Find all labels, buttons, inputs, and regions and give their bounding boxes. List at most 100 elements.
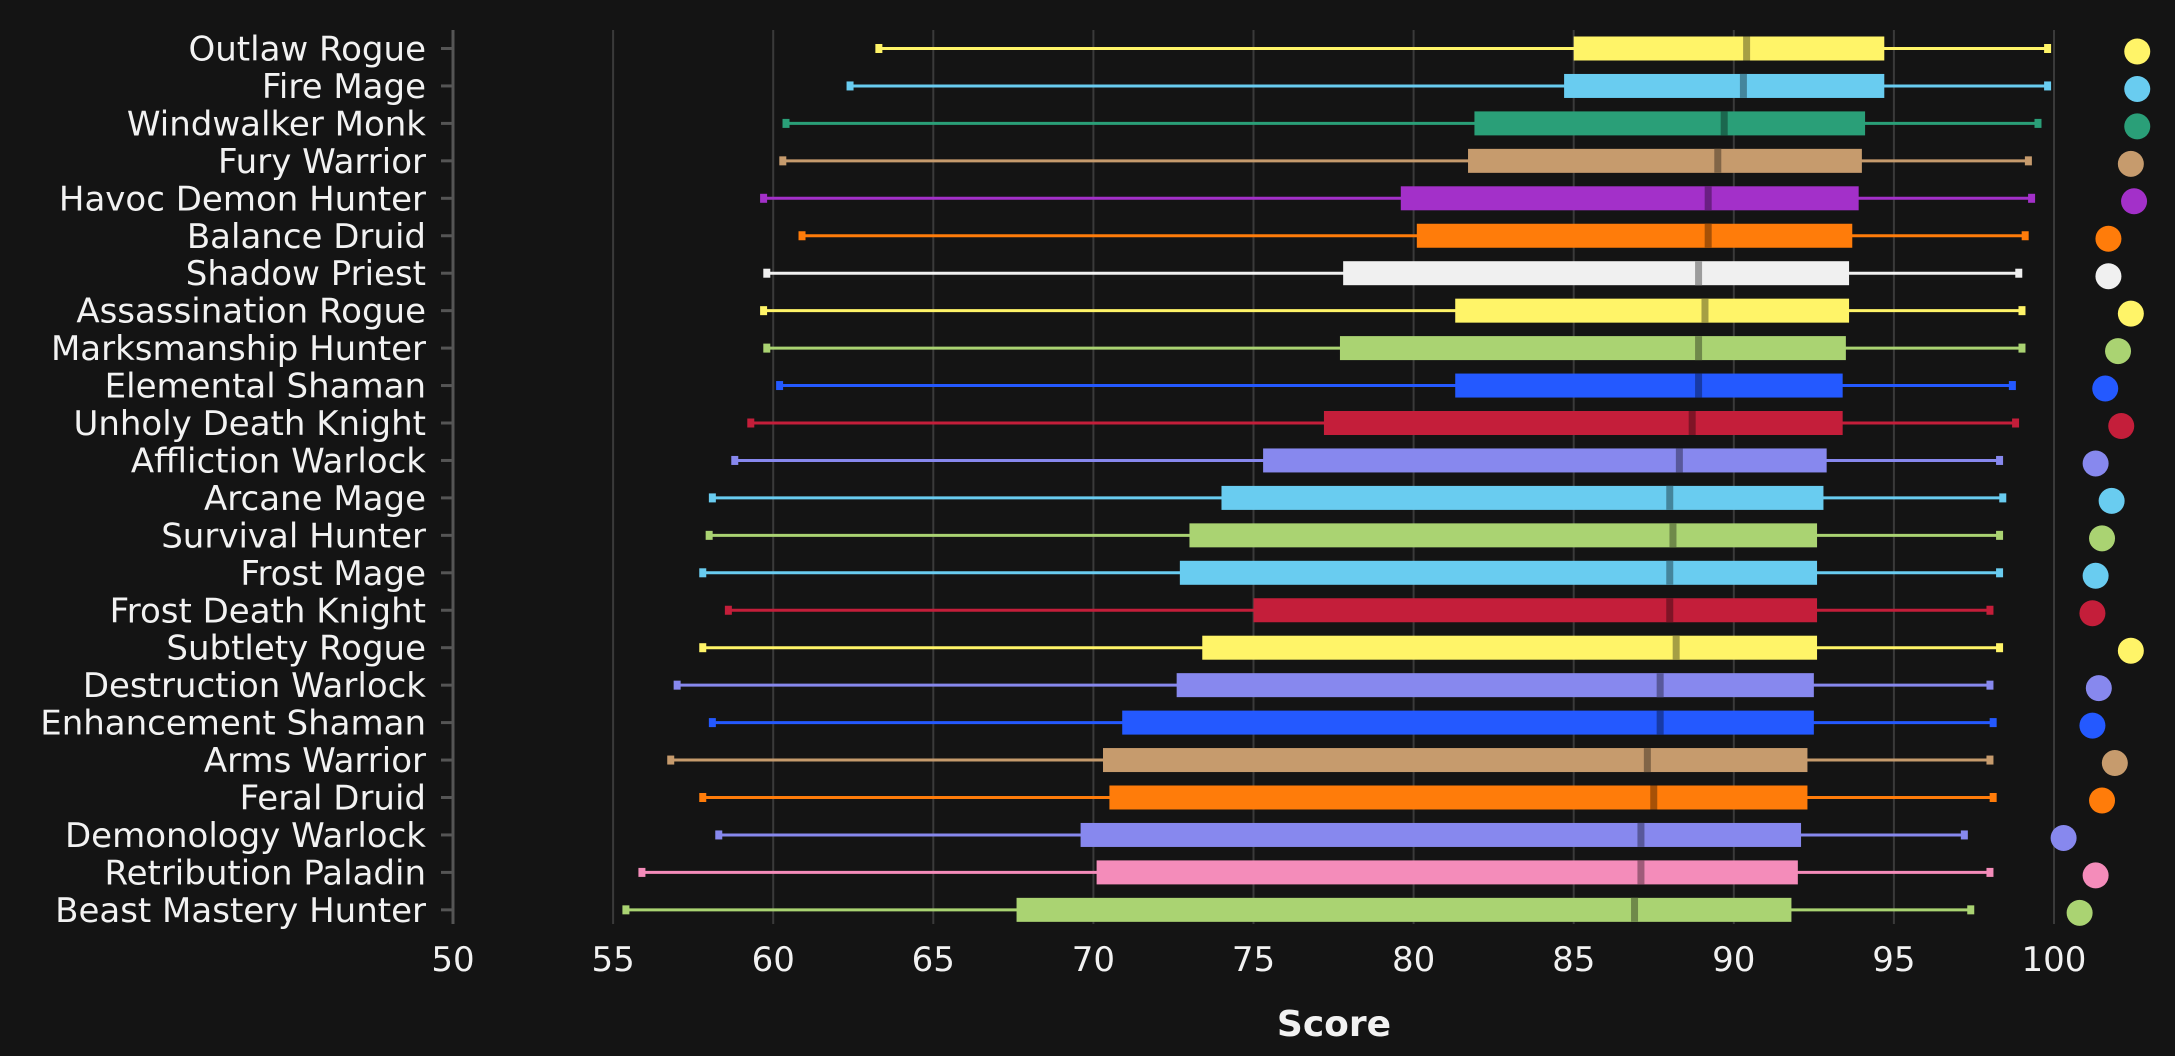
iqr-box <box>1564 73 1885 98</box>
median-marker <box>1643 748 1651 773</box>
whisker-min-cap <box>638 867 646 877</box>
category-label: Fury Warrior <box>218 142 426 182</box>
x-tick-label: 55 <box>591 940 634 980</box>
whisker-max-cap <box>2044 81 2052 91</box>
box-row <box>708 710 2106 739</box>
iqr-box <box>1400 186 1859 211</box>
whisker-max-cap <box>1967 905 1975 915</box>
iqr-box <box>1202 635 1818 660</box>
whisker-max-cap <box>2021 231 2029 241</box>
category-label: Windwalker Monk <box>127 104 426 144</box>
score-dot <box>2079 712 2106 739</box>
score-dot <box>2089 525 2116 552</box>
whisker-max-cap <box>1960 830 1968 840</box>
median-marker <box>1666 485 1674 510</box>
iqr-box <box>1122 710 1814 735</box>
score-dot <box>2124 38 2151 65</box>
iqr-box <box>1323 411 1843 435</box>
x-tick-label: 85 <box>1552 940 1595 980</box>
whisker-max-cap <box>1986 867 1994 877</box>
whisker-max-cap <box>1996 530 2004 540</box>
whisker-min-cap <box>708 718 716 728</box>
category-label: Havoc Demon Hunter <box>59 179 426 219</box>
whisker-min-cap <box>673 680 681 690</box>
median-marker <box>1743 36 1751 61</box>
median-marker <box>1720 111 1728 136</box>
median-marker <box>1650 785 1658 810</box>
box-row <box>798 223 2122 252</box>
whisker-min-cap <box>747 418 755 428</box>
iqr-box <box>1573 36 1885 61</box>
category-label: Feral Druid <box>240 779 426 819</box>
category-label: Fire Mage <box>262 67 426 107</box>
whisker-max-cap <box>2024 156 2032 166</box>
whisker-min-cap <box>699 643 707 653</box>
score-dot <box>2098 487 2125 514</box>
iqr-box <box>1189 523 1818 548</box>
score-dot <box>2117 300 2144 327</box>
median-marker <box>1656 673 1664 698</box>
grid-lines <box>612 30 2055 924</box>
whisker-max-cap <box>1996 643 2004 653</box>
box-row <box>705 523 2116 552</box>
iqr-box <box>1016 897 1792 922</box>
score-dot <box>2105 338 2132 365</box>
whisker-max-cap <box>2028 193 2036 203</box>
category-label: Frost Mage <box>240 554 426 594</box>
whisker-min-cap <box>875 44 883 53</box>
median-marker <box>1714 148 1722 173</box>
category-label: Unholy Death Knight <box>73 404 426 444</box>
iqr-box <box>1080 822 1802 847</box>
category-label: Enhancement Shaman <box>40 704 426 744</box>
box-row <box>760 298 2144 327</box>
median-marker <box>1666 560 1674 585</box>
box-row <box>782 111 2151 140</box>
median-marker <box>1688 411 1696 435</box>
category-label: Elemental Shaman <box>105 367 426 407</box>
x-tick-label: 70 <box>1072 940 1115 980</box>
category-label: Beast Mastery Hunter <box>55 891 426 931</box>
x-tick-label: 95 <box>1872 940 1915 980</box>
iqr-box <box>1416 223 1853 248</box>
box-row <box>638 860 2109 889</box>
score-dot <box>2082 862 2109 889</box>
score-dot <box>2092 375 2119 402</box>
score-dot <box>2108 413 2135 439</box>
whisker-min-cap <box>622 905 630 915</box>
score-dot <box>2089 787 2116 814</box>
category-label: Assassination Rogue <box>76 292 426 332</box>
score-dot <box>2082 450 2109 477</box>
whisker-min-cap <box>708 493 716 503</box>
median-marker <box>1695 336 1703 361</box>
whisker-min-cap <box>705 530 713 540</box>
whisker-max-cap <box>1986 755 1994 765</box>
whisker-min-cap <box>724 605 732 615</box>
iqr-box <box>1343 261 1850 286</box>
median-marker <box>1637 822 1645 847</box>
whisker-min-cap <box>798 231 806 241</box>
whisker-min-cap <box>699 568 707 578</box>
box-marks <box>622 36 2151 926</box>
category-label: Arms Warrior <box>204 741 426 781</box>
category-label: Affliction Warlock <box>131 441 426 481</box>
whisker-max-cap <box>1986 680 1994 690</box>
whisker-max-cap <box>2015 268 2023 278</box>
box-row <box>776 373 2119 402</box>
box-row <box>708 485 2125 514</box>
score-dot <box>2124 113 2151 140</box>
median-marker <box>1669 523 1677 548</box>
whisker-min-cap <box>776 381 784 391</box>
x-axis-title: Score <box>1277 1004 1391 1045</box>
category-label: Outlaw Rogue <box>189 30 427 70</box>
box-row <box>731 448 2109 477</box>
box-row <box>763 261 2122 290</box>
iqr-box <box>1109 785 1808 810</box>
iqr-box <box>1176 673 1814 698</box>
median-marker <box>1704 186 1712 211</box>
category-label: Shadow Priest <box>186 254 426 294</box>
score-dot <box>2082 562 2109 589</box>
whisker-min-cap <box>760 193 768 203</box>
iqr-box <box>1455 373 1843 398</box>
box-row <box>779 148 2144 177</box>
